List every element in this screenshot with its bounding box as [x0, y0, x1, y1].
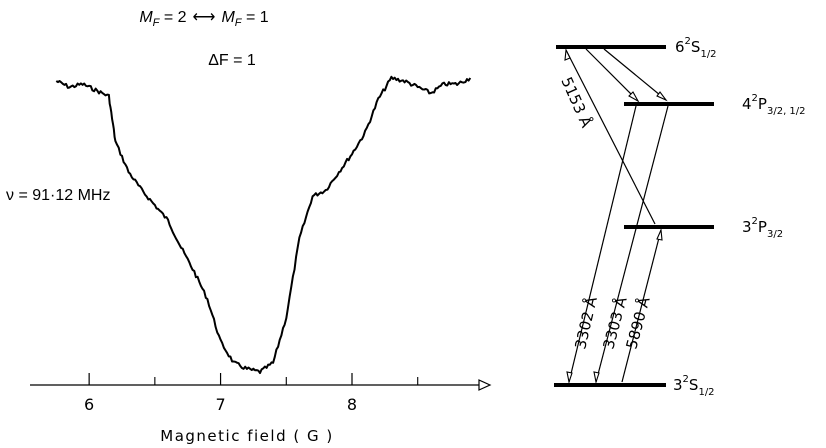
- chart-title-line2: ΔF = 1: [208, 52, 256, 69]
- level-label-6s: 62S1/2: [675, 36, 717, 60]
- transition-line-3302: [568, 105, 637, 383]
- x-tick-label: 6: [84, 395, 94, 414]
- arrowhead-3303: [593, 371, 600, 385]
- arrowhead-5153: [564, 48, 571, 61]
- frequency-annotation: ν = 91·12 MHz: [6, 187, 110, 204]
- resonance-trace: [55, 75, 472, 375]
- level-label-3p: 32P3/2: [742, 216, 783, 240]
- resonance-curve: [55, 75, 472, 375]
- transition-line-3303: [595, 105, 669, 383]
- arrowhead-6s-4p-b: [656, 91, 668, 102]
- transition-label-5153: 5153 Å: [557, 74, 596, 131]
- energy-level-diagram: 62S1/2 42P3/2, 1/2 32P3/2 32S1/2 5153 Å …: [554, 36, 806, 398]
- arrowhead-3302: [566, 371, 573, 385]
- x-axis-arrowhead: [478, 379, 492, 391]
- transition-line-6s-4p-b: [603, 48, 667, 101]
- arrowhead-6s-4p-a: [628, 91, 640, 103]
- x-tick-label: 7: [215, 395, 225, 414]
- level-label-4p: 42P3/2, 1/2: [742, 93, 806, 117]
- transition-line-6s-4p-a: [585, 48, 639, 102]
- transition-label-3302: 3302 Å: [570, 294, 601, 351]
- x-axis: 6 7 8: [30, 373, 492, 414]
- chart-title-line1: MF = 2 ⟷ MF = 1: [139, 9, 268, 29]
- transition-line-5153: [565, 49, 656, 225]
- level-label-3s: 32S1/2: [673, 374, 715, 398]
- arrowhead-5890: [656, 227, 663, 241]
- x-tick-label: 8: [347, 395, 357, 414]
- transition-line-5890: [621, 229, 662, 383]
- x-axis-label: Magnetic field ( G ): [160, 427, 333, 445]
